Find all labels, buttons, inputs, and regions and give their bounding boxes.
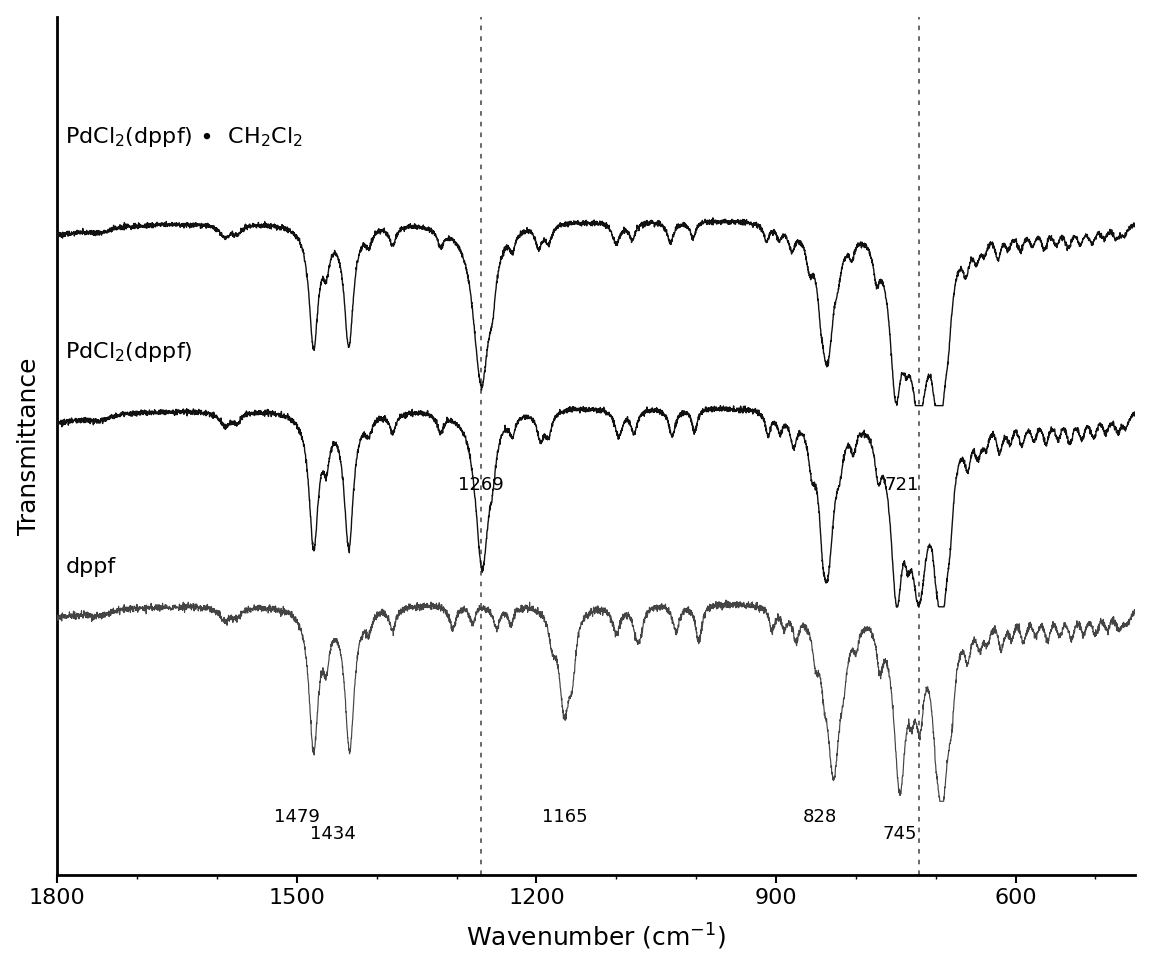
Text: 828: 828 [803,808,838,826]
X-axis label: Wavenumber (cm$^{-1}$): Wavenumber (cm$^{-1}$) [467,922,726,953]
Text: 1165: 1165 [541,808,588,826]
Y-axis label: Transmittance: Transmittance [16,358,40,535]
Text: 745: 745 [882,825,917,843]
Text: 1479: 1479 [274,808,320,826]
Text: 1269: 1269 [458,476,505,494]
Text: PdCl$_2$(dppf) $\bullet$  CH$_2$Cl$_2$: PdCl$_2$(dppf) $\bullet$ CH$_2$Cl$_2$ [66,125,303,149]
Text: dppf: dppf [66,556,115,577]
Text: PdCl$_2$(dppf): PdCl$_2$(dppf) [66,340,192,364]
Text: 721: 721 [885,476,919,494]
Text: 1434: 1434 [310,825,356,843]
